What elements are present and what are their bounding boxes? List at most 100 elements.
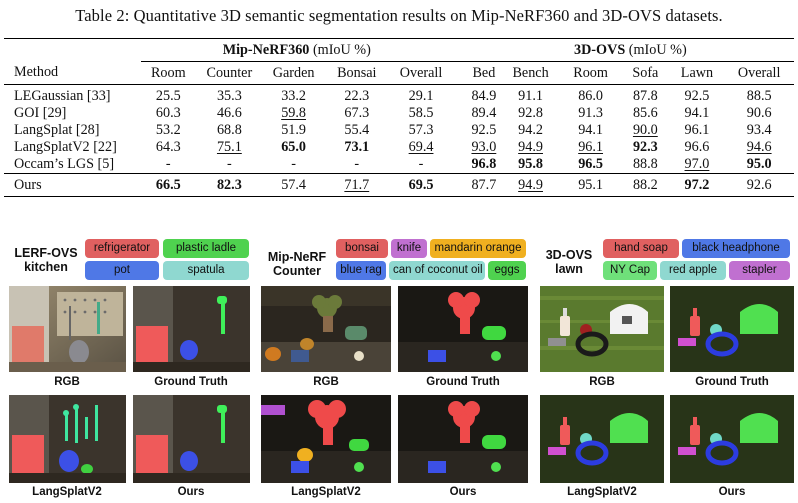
value-cell: 95.0 xyxy=(724,156,794,174)
value-cell: 96.5 xyxy=(560,156,621,174)
value-cell: 73.1 xyxy=(324,139,389,156)
value-cell: 92.6 xyxy=(724,173,794,197)
value-cell: 86.0 xyxy=(560,85,621,106)
value-cell: 25.5 xyxy=(141,85,196,106)
value-cell: 91.1 xyxy=(501,85,560,106)
method-name: Ours xyxy=(4,173,141,197)
value-text: 92.5 xyxy=(684,88,710,104)
tag-red-apple: red apple xyxy=(660,261,726,280)
column-header: Room xyxy=(150,64,186,81)
value-cell: - xyxy=(389,156,452,174)
value-cell: 55.4 xyxy=(324,122,389,139)
tag-pot: pot xyxy=(85,261,159,280)
method-name: LEGaussian [33] xyxy=(14,88,111,104)
value-cell: 93.0 xyxy=(453,139,501,156)
value-text: 97.2 xyxy=(684,177,710,193)
value-text: - xyxy=(291,156,296,172)
value-cell: 58.5 xyxy=(389,105,452,122)
value-cell: 92.3 xyxy=(621,139,669,156)
group-unit: (mIoU %) xyxy=(312,42,371,58)
value-cell: 69.4 xyxy=(389,139,452,156)
counter-gt-label: Ground Truth xyxy=(426,376,500,388)
value-cell: 94.9 xyxy=(501,139,560,156)
counter-langsplatv2-image xyxy=(261,395,391,483)
group-title-lawn: 3D-OVS lawn xyxy=(545,248,593,276)
column-header: Garden xyxy=(272,64,315,81)
value-cell: 93.4 xyxy=(724,122,794,139)
lawn-rgb-label: RGB xyxy=(589,376,615,388)
kitchen-rgb-label: RGB xyxy=(54,376,80,388)
counter-ours-image xyxy=(398,395,528,483)
lawn-ours-label: Ours xyxy=(718,486,746,498)
value-text: 71.7 xyxy=(344,177,370,193)
value-text: 58.5 xyxy=(408,105,434,121)
column-header: Lawn xyxy=(680,64,714,81)
kitchen-gt-label: Ground Truth xyxy=(154,376,228,388)
value-cell: 87.8 xyxy=(621,85,669,106)
table-row: LangSplatV2 [22] 64.3 75.1 65.0 73.1 69.4 93.0… xyxy=(4,139,794,156)
group-title-kitchen: LERF-OVS kitchen xyxy=(14,246,78,274)
results-table: Mip-NeRF360 (mIoU %) 3D-OVS (mIoU %) Metho… xyxy=(4,38,794,197)
tag-can-of-coconut-oil: can of coconut oil xyxy=(389,261,485,280)
value-cell: 96.1 xyxy=(560,139,621,156)
value-text: 89.4 xyxy=(471,105,497,121)
kitchen-rgb-image xyxy=(9,286,126,372)
value-text: - xyxy=(354,156,360,172)
group-unit: (mIoU %) xyxy=(628,42,687,58)
value-cell: 94.2 xyxy=(501,122,560,139)
value-cell: - xyxy=(141,156,196,174)
value-cell: 22.3 xyxy=(324,85,389,106)
value-text: 90.0 xyxy=(632,122,658,138)
value-cell: 92.5 xyxy=(670,85,725,106)
value-text: - xyxy=(165,156,171,172)
value-cell: 95.8 xyxy=(501,156,560,174)
value-cell: 60.3 xyxy=(141,105,196,122)
value-text: 85.6 xyxy=(632,105,658,121)
table-row: LEGaussian [33] 25.5 35.3 33.2 22.3 29.1 84.9 9… xyxy=(4,85,794,106)
value-text: 94.9 xyxy=(518,177,543,193)
value-text: 96.1 xyxy=(578,139,604,155)
value-cell: 92.5 xyxy=(453,122,501,139)
value-text: 65.0 xyxy=(281,139,307,155)
group-title-counter: Mip-NeRF Counter xyxy=(267,250,327,278)
value-text: 87.7 xyxy=(471,177,497,193)
value-cell: - xyxy=(324,156,389,174)
value-cell: 69.5 xyxy=(389,173,453,197)
column-header: Sofa xyxy=(632,64,659,81)
value-text: 87.8 xyxy=(632,88,658,104)
lawn-langsplatv2-label: LangSplatV2 xyxy=(567,486,637,498)
empty-cell xyxy=(4,38,141,62)
tag-plastic-ladle: plastic ladle xyxy=(163,239,249,258)
kitchen-langsplatv2-image xyxy=(9,395,126,483)
method-header: Method xyxy=(14,64,59,81)
value-cell: 75.1 xyxy=(196,139,263,156)
value-text: 88.2 xyxy=(632,177,658,193)
tag-bonsai: bonsai xyxy=(336,239,388,258)
value-cell: 33.2 xyxy=(263,85,324,106)
value-text: - xyxy=(227,156,232,172)
value-text: 84.9 xyxy=(471,88,497,104)
value-text: 86.0 xyxy=(578,88,604,104)
column-header: Bench xyxy=(512,64,549,81)
column-header: Bed xyxy=(472,64,496,81)
value-cell: 87.7 xyxy=(452,173,502,197)
value-text: 25.5 xyxy=(155,88,181,104)
value-text: 88.5 xyxy=(746,88,772,104)
value-text: 55.4 xyxy=(344,122,370,138)
group-header-3dovs: 3D-OVS (mIoU %) xyxy=(452,38,794,62)
value-text: 94.1 xyxy=(684,105,710,121)
value-text: 51.9 xyxy=(281,122,307,138)
value-text: 94.6 xyxy=(746,139,772,155)
tag-knife: knife xyxy=(391,239,427,258)
value-cell: 89.4 xyxy=(453,105,501,122)
counter-rgb-image xyxy=(261,286,391,372)
value-cell: 57.3 xyxy=(389,122,452,139)
column-header: Room xyxy=(573,64,608,81)
value-text: 67.3 xyxy=(344,105,370,121)
value-cell: 66.5 xyxy=(140,173,196,197)
value-text: 93.4 xyxy=(746,122,772,138)
tag-ny-cap: NY Cap xyxy=(603,261,657,280)
value-text: 69.5 xyxy=(408,177,434,193)
value-cell: 88.5 xyxy=(724,85,794,106)
value-cell: - xyxy=(263,156,324,174)
